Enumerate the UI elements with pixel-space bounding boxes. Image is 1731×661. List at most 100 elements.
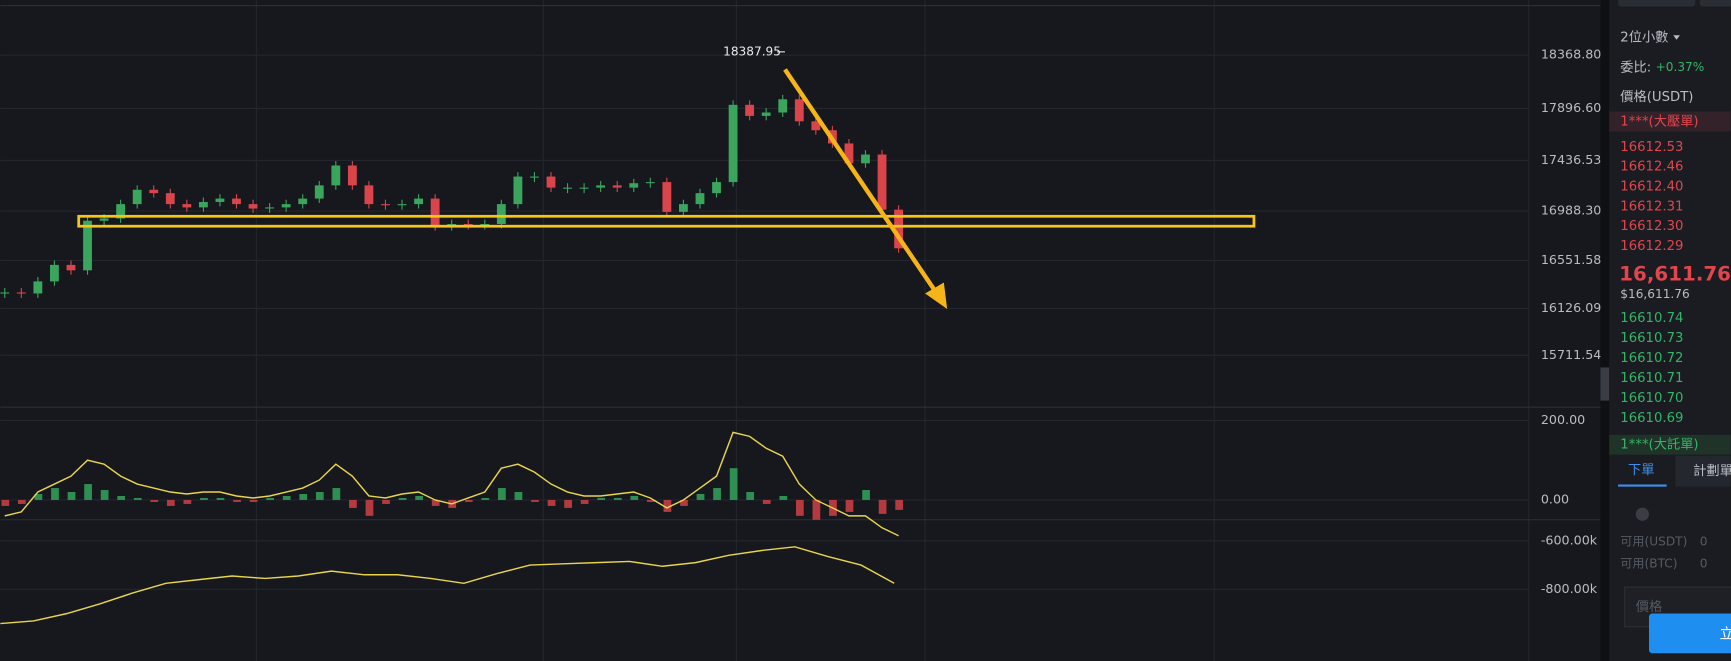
macd-bar: [498, 488, 506, 500]
macd-bar: [398, 497, 407, 500]
candle: [480, 223, 490, 226]
candle: [712, 182, 721, 194]
candle: [645, 182, 655, 184]
last-price-usd: $16,611.76: [1620, 287, 1689, 301]
macd-bar: [564, 499, 572, 508]
bid-price: 16610.71: [1620, 371, 1683, 386]
candle: [281, 204, 291, 208]
precision[interactable]: 2位小數: [1620, 30, 1668, 46]
macd-bar: [349, 499, 357, 508]
macd-bar: [580, 499, 589, 504]
last-price: 16,611.76: [1619, 262, 1731, 285]
price-input-label: 價格: [1636, 599, 1662, 615]
candle: [50, 264, 59, 282]
candle: [132, 189, 142, 205]
candle: [629, 183, 639, 188]
candle: [248, 204, 258, 209]
candle: [298, 198, 308, 205]
candle: [728, 104, 738, 183]
y-tick-label: 16551.58: [1541, 252, 1602, 267]
macd-bar: [481, 497, 490, 500]
candle: [579, 187, 589, 189]
macd-bar: [150, 499, 159, 502]
candle: [612, 185, 622, 188]
y-tick-label: 16988.30: [1541, 203, 1602, 218]
candle: [66, 264, 76, 271]
submit-button[interactable]: [1648, 613, 1731, 654]
candle: [397, 204, 407, 206]
big-ask: 1***(大壓單): [1620, 113, 1698, 129]
splitter: [1600, 0, 1610, 661]
ask-price: 16612.53: [1620, 140, 1683, 155]
candle: [811, 121, 821, 131]
macd-bar: [117, 495, 126, 500]
candle: [198, 201, 208, 208]
macd-bar: [282, 495, 291, 500]
splitter-handle[interactable]: [1600, 367, 1610, 401]
candle: [33, 281, 43, 294]
macd-bar: [51, 488, 59, 500]
candle: [414, 198, 423, 205]
macd-bar: [332, 488, 341, 500]
candle: [430, 198, 440, 227]
ratio-label: 委比:: [1620, 59, 1651, 75]
bid-price: 16610.74: [1620, 311, 1683, 326]
candle: [463, 223, 473, 226]
macd-bar: [878, 499, 887, 514]
big-bid-row: [1609, 434, 1731, 455]
candle: [215, 198, 225, 202]
price-header: 價格(USDT): [1620, 89, 1693, 105]
macd-bar: [1, 499, 10, 506]
candle: [149, 189, 159, 194]
candle: [877, 154, 887, 210]
macd-bar: [531, 499, 539, 502]
bids: 16610.74 16610.73 16610.72 16610.71 16610.70…: [1620, 311, 1683, 426]
macd-bar: [597, 497, 606, 500]
available-usdt: 可用(USDT): [1620, 534, 1687, 548]
tab[interactable]: 下單: [1628, 463, 1654, 478]
bid-price: 16610.73: [1620, 331, 1683, 346]
candle: [745, 104, 755, 116]
ask-price: 16612.46: [1620, 160, 1683, 175]
ask-price: 16612.29: [1620, 239, 1683, 254]
candle: [679, 204, 688, 212]
candle: [563, 187, 572, 189]
macd-bar: [84, 484, 92, 500]
big-bid: 1***(大託單): [1620, 437, 1698, 453]
tab[interactable]: 計劃單: [1693, 463, 1731, 479]
dropdown-icon: [1673, 35, 1680, 40]
support-box: [77, 214, 1256, 228]
macd-bar: [216, 497, 225, 500]
submit-button-label: 立: [1720, 626, 1731, 643]
macd-bar: [67, 492, 76, 500]
macd-bar: [200, 497, 208, 500]
y-tick-label: -800.00k: [1541, 581, 1598, 596]
ask-price: 16612.40: [1620, 179, 1683, 194]
candle: [116, 204, 126, 219]
available-usdt-value: 0: [1700, 534, 1708, 548]
asks: 16612.53 16612.46 16612.40 16612.31 16612.30…: [1620, 140, 1683, 254]
candle: [794, 99, 804, 122]
y-tick-label: 0.00: [1541, 491, 1569, 506]
top-button[interactable]: [1618, 0, 1696, 7]
macd-bar: [315, 492, 324, 500]
y-tick-label: 16126.09: [1541, 300, 1602, 315]
candle: [347, 165, 357, 186]
candle: [381, 204, 390, 206]
notice-icon: [1635, 507, 1649, 521]
macd-bar: [547, 499, 556, 506]
indicator-line: [0, 546, 895, 625]
candle: [695, 193, 705, 205]
candle: [16, 292, 26, 294]
candle: [894, 209, 904, 249]
plot: 18368.80 17896.60 17436.53 16988.30 16551.58…: [0, 47, 1602, 625]
bid-price: 16610.69: [1620, 411, 1683, 426]
macd-bar: [415, 495, 423, 500]
candle: [530, 176, 539, 178]
candle: [596, 185, 606, 188]
macd-bar: [762, 499, 771, 504]
candle: [496, 204, 506, 224]
macd-bar: [845, 499, 854, 512]
top-button[interactable]: [1699, 0, 1731, 7]
